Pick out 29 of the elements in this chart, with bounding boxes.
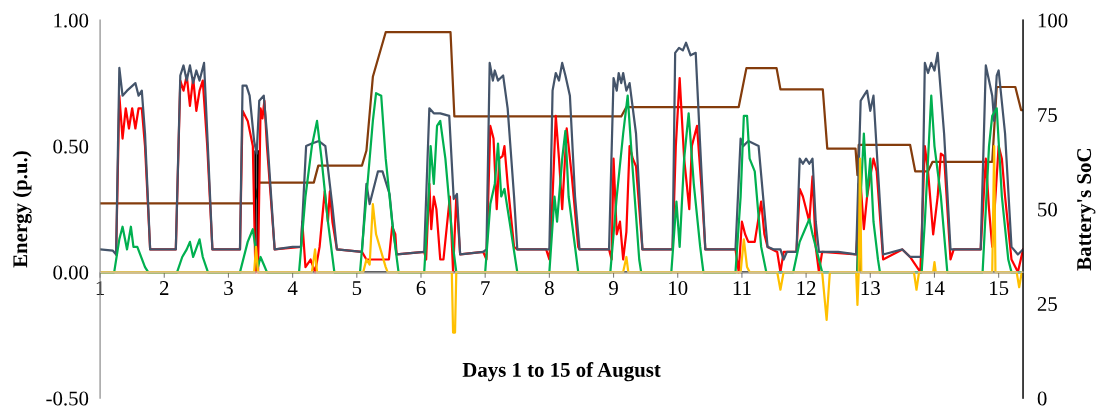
y2-tick-label: 50 <box>1038 202 1057 217</box>
y2-tick-label: 100 <box>1038 13 1068 28</box>
x-tick-label: 15 <box>990 281 1009 296</box>
y-tick-label: 1.00 <box>54 13 89 28</box>
y2-tick-label: 0 <box>1037 391 1047 406</box>
x-tick-label: 12 <box>797 281 816 295</box>
x-tick-label: 9 <box>609 281 618 296</box>
x-tick-label: 5 <box>352 281 362 296</box>
x-tick-label: 4 <box>287 281 298 295</box>
y-tick-label: 0.00 <box>53 265 89 280</box>
line-series <box>100 41 1024 261</box>
x-tick-label: 1 <box>96 281 105 295</box>
y2-tick-label: 25 <box>1037 297 1057 312</box>
x-tick-label: 3 <box>224 281 233 296</box>
y-axis-title: Energy (p.u.) <box>12 151 32 268</box>
x-tick-label: 2 <box>159 281 169 295</box>
x-tick-label: 11 <box>733 281 751 295</box>
line-series <box>100 31 1024 205</box>
y-tick-label: -0.50 <box>46 391 89 406</box>
x-tick-label: 10 <box>669 281 688 296</box>
x-axis-title: Days 1 to 15 of August <box>462 362 661 382</box>
y2-tick-label: 75 <box>1038 108 1057 123</box>
x-tick-label: 7 <box>481 281 490 295</box>
x-tick-label: 14 <box>925 281 945 295</box>
y2-axis-title: Battery's SoC <box>1077 149 1096 271</box>
y-tick-label: 0.50 <box>53 139 89 154</box>
x-tick-label: 8 <box>544 281 554 296</box>
x-tick-label: 13 <box>861 281 880 296</box>
x-tick-label: 6 <box>416 281 426 296</box>
